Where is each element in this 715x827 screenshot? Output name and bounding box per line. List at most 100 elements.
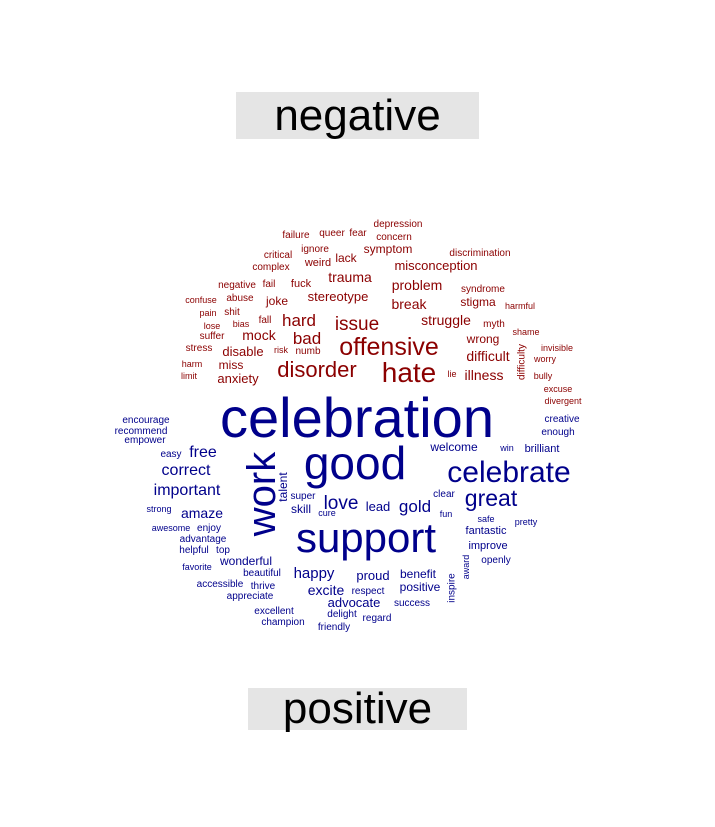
negative-word-lose: lose — [204, 321, 221, 331]
negative-word-fail: fail — [263, 279, 276, 290]
negative-word-pain: pain — [199, 308, 216, 318]
positive-word-benefit: benefit — [400, 567, 437, 581]
negative-word-worry: worry — [533, 354, 556, 364]
positive-word-amaze: amaze — [181, 505, 223, 521]
positive-word-excite: excite — [308, 582, 345, 598]
negative-word-issue: issue — [335, 314, 379, 335]
negative-word-anxiety: anxiety — [217, 371, 259, 386]
negative-word-disable: disable — [222, 344, 263, 359]
positive-label: positive — [282, 684, 433, 733]
negative-word-negative: negative — [218, 280, 256, 291]
positive-word-creative: creative — [544, 414, 579, 425]
positive-word-empower: empower — [124, 435, 166, 446]
negative-word-depression: depression — [374, 219, 423, 230]
negative-word-risk: risk — [274, 345, 288, 355]
negative-word-numb: numb — [295, 346, 320, 357]
positive-label-box: positive — [248, 684, 467, 733]
positive-word-work: work — [240, 451, 284, 537]
negative-word-myth: myth — [483, 319, 505, 330]
positive-word-advocate: advocate — [328, 595, 381, 610]
positive-word-success: success — [394, 598, 430, 609]
negative-word-lie: lie — [447, 369, 456, 379]
positive-word-brilliant: brilliant — [525, 443, 560, 455]
positive-word-super: super — [290, 491, 316, 502]
negative-word-abuse: abuse — [226, 293, 254, 304]
negative-word-miss: miss — [219, 358, 244, 372]
positive-word-support: support — [296, 514, 436, 561]
positive-word-appreciate: appreciate — [227, 591, 274, 602]
positive-word-happy: happy — [294, 565, 335, 582]
negative-word-fear: fear — [349, 228, 367, 239]
negative-word-struggle: struggle — [421, 312, 471, 328]
positive-word-strong: strong — [146, 504, 171, 514]
positive-word-positive: positive — [400, 580, 441, 594]
positive-word-thrive: thrive — [251, 581, 276, 592]
negative-word-queer: queer — [319, 228, 345, 239]
positive-word-regard: regard — [363, 613, 392, 624]
negative-word-trauma: trauma — [328, 269, 372, 285]
negative-word-fuck: fuck — [291, 278, 312, 290]
negative-word-shame: shame — [512, 327, 539, 337]
negative-word-stress: stress — [186, 343, 213, 354]
positive-word-talent: talent — [276, 472, 290, 502]
negative-word-offensive: offensive — [339, 333, 439, 361]
negative-label: negative — [274, 91, 441, 140]
negative-word-harm: harm — [182, 359, 203, 369]
negative-word-illness: illness — [465, 367, 504, 383]
negative-word-failure: failure — [282, 230, 310, 241]
positive-word-openly: openly — [481, 555, 510, 566]
negative-word-difficulty: difficulty — [517, 344, 528, 380]
negative-label-box: negative — [236, 92, 479, 139]
negative-word-misconception: misconception — [394, 258, 477, 273]
negative-word-lack: lack — [335, 251, 357, 265]
negative-word-suffer: suffer — [200, 331, 225, 342]
negative-word-stereotype: stereotype — [308, 289, 369, 304]
positive-word-excellent: excellent — [254, 606, 294, 617]
negative-word-ignore: ignore — [301, 244, 329, 255]
positive-word-fantastic: fantastic — [466, 525, 507, 537]
positive-word-respect: respect — [352, 586, 385, 597]
positive-word-important: important — [154, 482, 221, 499]
negative-word-invisible: invisible — [541, 343, 573, 353]
positive-word-easy: easy — [160, 449, 181, 460]
positive-word-skill: skill — [291, 502, 311, 516]
negative-word-shit: shit — [224, 307, 240, 318]
negative-word-divergent: divergent — [544, 396, 582, 406]
positive-word-great: great — [465, 485, 518, 511]
positive-word-safe: safe — [477, 514, 494, 524]
positive-word-enough: enough — [541, 427, 574, 438]
positive-word-awesome: awesome — [152, 523, 191, 533]
positive-word-celebration: celebration — [220, 386, 494, 449]
positive-word-improve: improve — [468, 540, 507, 552]
positive-word-win: win — [499, 443, 514, 453]
positive-word-favorite: favorite — [182, 562, 212, 572]
negative-word-disorder: disorder — [277, 357, 356, 382]
positive-word-accessible: accessible — [197, 579, 244, 590]
positive-word-encourage: encourage — [122, 415, 170, 426]
negative-word-symptom: symptom — [364, 242, 413, 256]
positive-word-friendly: friendly — [318, 622, 350, 633]
negative-word-weird: weird — [304, 257, 331, 269]
positive-word-delight: delight — [327, 609, 357, 620]
negative-word-harmful: harmful — [505, 301, 535, 311]
positive-word-champion: champion — [261, 617, 304, 628]
positive-word-love: love — [324, 493, 359, 514]
positive-word-pretty: pretty — [515, 517, 538, 527]
negative-word-problem: problem — [392, 277, 443, 293]
positive-word-top: top — [216, 545, 230, 556]
negative-word-excuse: excuse — [544, 384, 573, 394]
positive-word-correct: correct — [162, 462, 211, 479]
negative-word-difficult: difficult — [466, 348, 509, 364]
negative-word-complex: complex — [252, 262, 289, 273]
negative-word-bully: bully — [534, 371, 553, 381]
positive-word-clear: clear — [433, 489, 455, 500]
positive-word-award: award — [461, 555, 471, 580]
positive-word-cure: cure — [318, 508, 336, 518]
positive-word-welcome: welcome — [429, 440, 478, 454]
positive-word-proud: proud — [356, 568, 389, 583]
negative-word-break: break — [391, 296, 427, 312]
positive-word-inspire: inspire — [447, 573, 458, 603]
negative-word-confuse: confuse — [185, 295, 217, 305]
negative-word-limit: limit — [181, 371, 197, 381]
